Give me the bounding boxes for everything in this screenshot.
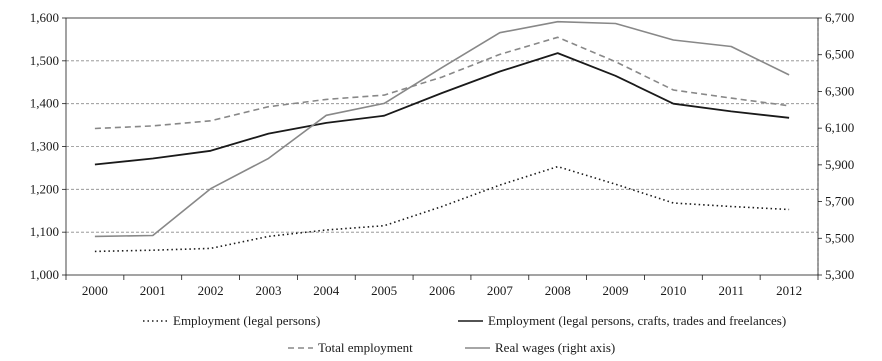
y2-tick-label: 6,500 [825, 47, 854, 62]
x-tick-label: 2010 [660, 283, 686, 298]
legend-label-3: Total employment [318, 340, 413, 355]
grid-lines [66, 18, 819, 275]
legend-label-2: Employment (legal persons, crafts, trade… [488, 313, 786, 328]
x-tick-label: 2011 [718, 283, 744, 298]
legend: Employment (legal persons) Employment (le… [143, 313, 786, 355]
legend-label-1: Employment (legal persons) [173, 313, 320, 328]
y-tick-label: 1,600 [30, 10, 59, 25]
y2-tick-label: 6,300 [825, 83, 854, 98]
series-lines [94, 20, 790, 253]
x-tick-label: 2008 [545, 283, 571, 298]
series-line-1 [94, 165, 790, 253]
series-line-2 [94, 52, 790, 166]
y-tick-label: 1,500 [30, 53, 59, 68]
x-tick-label: 2001 [140, 283, 166, 298]
y-tick-label: 1,400 [30, 96, 59, 111]
y2-tick-label: 5,900 [825, 157, 854, 172]
x-tick-label: 2009 [603, 283, 629, 298]
y2-tick-label: 5,300 [825, 267, 854, 282]
x-tick-label: 2002 [198, 283, 224, 298]
y-tick-label: 1,200 [30, 181, 59, 196]
y2-tick-label: 6,700 [825, 10, 854, 25]
x-tick-label: 2012 [776, 283, 802, 298]
legend-label-4: Real wages (right axis) [495, 340, 615, 355]
series-line-4 [94, 20, 790, 238]
x-tick-label: 2004 [313, 283, 340, 298]
x-tick-label: 2005 [371, 283, 397, 298]
y-tick-label: 1,100 [30, 224, 59, 239]
series-line-3 [94, 36, 790, 130]
y-tick-label: 1,300 [30, 139, 59, 154]
x-tick-label: 2006 [429, 283, 456, 298]
x-tick-label: 2000 [82, 283, 108, 298]
y2-tick-label: 5,500 [825, 230, 854, 245]
y-tick-label: 1,000 [30, 267, 59, 282]
y2-tick-label: 5,700 [825, 194, 854, 209]
axes: 1,000 1,100 1,200 1,300 1,400 1,500 1,600 5,300… [30, 10, 855, 298]
x-tick-label: 2003 [255, 283, 281, 298]
y2-tick-label: 6,100 [825, 120, 854, 135]
x-tick-label: 2007 [487, 283, 514, 298]
